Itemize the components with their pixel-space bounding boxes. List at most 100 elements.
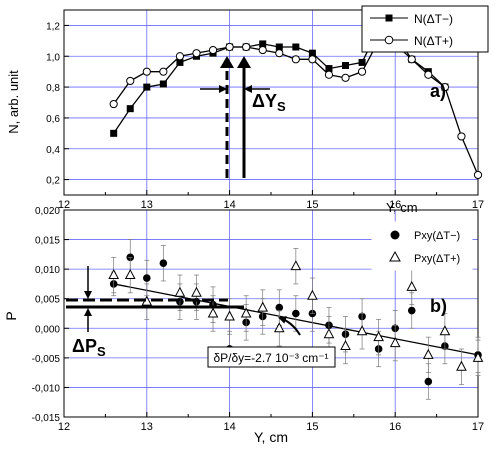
y-tick-label: -0,010 (32, 383, 61, 394)
y-tick-label: 0,010 (35, 265, 60, 276)
data-point (142, 67, 151, 76)
panel-b-ylabel: P (3, 311, 19, 320)
data-point (159, 67, 168, 76)
panel-a-xlabel: Y, cm (386, 200, 418, 215)
data-point (424, 377, 433, 386)
data-point (275, 49, 284, 58)
series-2 (109, 36, 483, 180)
data-point (407, 55, 416, 64)
x-tick-label: 14 (223, 421, 235, 433)
data-point (207, 307, 219, 318)
delta-ys-main: ΔY (252, 91, 277, 111)
panel-a-ticks: 12 13 14 15 16 17 0,2 0,4 0,6 0,8 1,0 1,2 (46, 21, 484, 211)
y-tick-label: 0,4 (46, 145, 60, 156)
x-tick-label: 17 (472, 199, 484, 211)
y-tick-label: 0,000 (35, 324, 60, 335)
data-point (324, 70, 334, 79)
data-point (407, 306, 416, 315)
y-tick-label: 0,2 (46, 176, 60, 187)
data-point (340, 339, 351, 351)
data-point (176, 58, 184, 66)
open-triangle-marker-icon (389, 250, 401, 262)
y-tick-label: 0,005 (35, 295, 60, 306)
data-point (323, 328, 335, 339)
x-tick-label: 12 (58, 421, 70, 433)
panel-a-ylabel: N, arb. unit (6, 70, 21, 134)
data-point (358, 58, 366, 66)
data-point (472, 351, 484, 362)
data-point (341, 73, 350, 82)
data-point (357, 67, 367, 76)
data-point (290, 260, 302, 271)
data-point (258, 45, 267, 55)
x-tick-label: 12 (58, 199, 70, 211)
data-point (473, 170, 483, 180)
data-point (208, 45, 218, 55)
delta-ps-main: ΔP (72, 336, 97, 356)
data-point (273, 322, 285, 333)
data-point (275, 303, 284, 312)
curved-arrow-icon (278, 316, 301, 336)
data-point (292, 43, 300, 51)
data-point (109, 99, 118, 109)
x-tick-label: 15 (306, 421, 318, 433)
slope-box (207, 346, 336, 368)
delta-ps-sub: S (97, 344, 106, 359)
data-point (422, 348, 434, 359)
data-point (225, 42, 234, 52)
panel-a-label: a) (430, 81, 446, 101)
data-point (406, 280, 418, 291)
x-tick-label: 16 (389, 421, 401, 433)
legend-label-series-1: N(ΔT−) (414, 12, 453, 26)
legend-label-series-2: N(ΔT+) (414, 34, 453, 48)
data-point (175, 52, 185, 61)
y-tick-label: 1,0 (46, 52, 60, 63)
data-point (307, 289, 318, 300)
series-2 (108, 248, 484, 385)
data-point (126, 76, 135, 86)
data-point (308, 55, 317, 64)
data-point (308, 49, 316, 57)
panel-b-xlabel: Y, cm (254, 429, 288, 445)
y-tick-label: 1,2 (46, 21, 60, 32)
filled-circle-marker-icon (390, 230, 400, 240)
x-tick-label: 15 (306, 199, 318, 211)
data-point (342, 62, 350, 69)
slope-label: δP/δy=-2.7 10⁻³ cm⁻¹ (213, 351, 328, 365)
data-point (456, 360, 467, 371)
data-point (159, 259, 168, 268)
x-tick-label: 14 (223, 199, 235, 211)
data-point (124, 268, 136, 280)
filled-square-marker-icon (385, 14, 393, 22)
delta-ps-label: ΔPS (72, 336, 106, 359)
open-circle-marker-icon (384, 35, 394, 45)
panel-a: 12 13 14 15 16 17 0,2 0,4 0,6 0,8 1,0 1,2 N, arb. u… (6, 5, 489, 215)
data-point (291, 55, 300, 64)
y-tick-label: 0,020 (35, 206, 60, 217)
data-point (440, 82, 449, 92)
data-point (389, 337, 401, 348)
panel-b-series (108, 239, 484, 400)
panel-b: 12 13 14 15 16 17 -0,015 -0,010 -0,005 0,000 0,005… (3, 206, 484, 445)
data-point (126, 105, 134, 113)
y-tick-label: 0,015 (35, 236, 60, 247)
y-tick-label: -0,015 (32, 413, 61, 424)
x-tick-label: 17 (472, 421, 484, 433)
panel-b-legend: Pxy(ΔT−) Pxy(ΔT+) (371, 221, 473, 271)
data-point (143, 83, 151, 91)
y-tick-label: -0,005 (32, 354, 61, 365)
data-point (242, 42, 251, 52)
panel-b-label: b) (430, 296, 447, 316)
delta-ps-annotation: ΔPS δP/δy=-2.7 10⁻³ cm⁻¹ (66, 266, 336, 368)
legend-label-series-3: Pxy(ΔT−) (414, 230, 460, 242)
up-arrow-icon (237, 56, 251, 68)
delta-ys-annotation: ΔYS (200, 56, 286, 178)
data-point (373, 331, 384, 342)
panel-b-legend-box (371, 221, 473, 271)
legend-label-series-4: Pxy(ΔT+) (414, 253, 460, 265)
y-tick-label: 0,6 (46, 114, 60, 125)
data-point (259, 40, 267, 48)
data-point (424, 70, 433, 79)
data-point (257, 301, 269, 312)
